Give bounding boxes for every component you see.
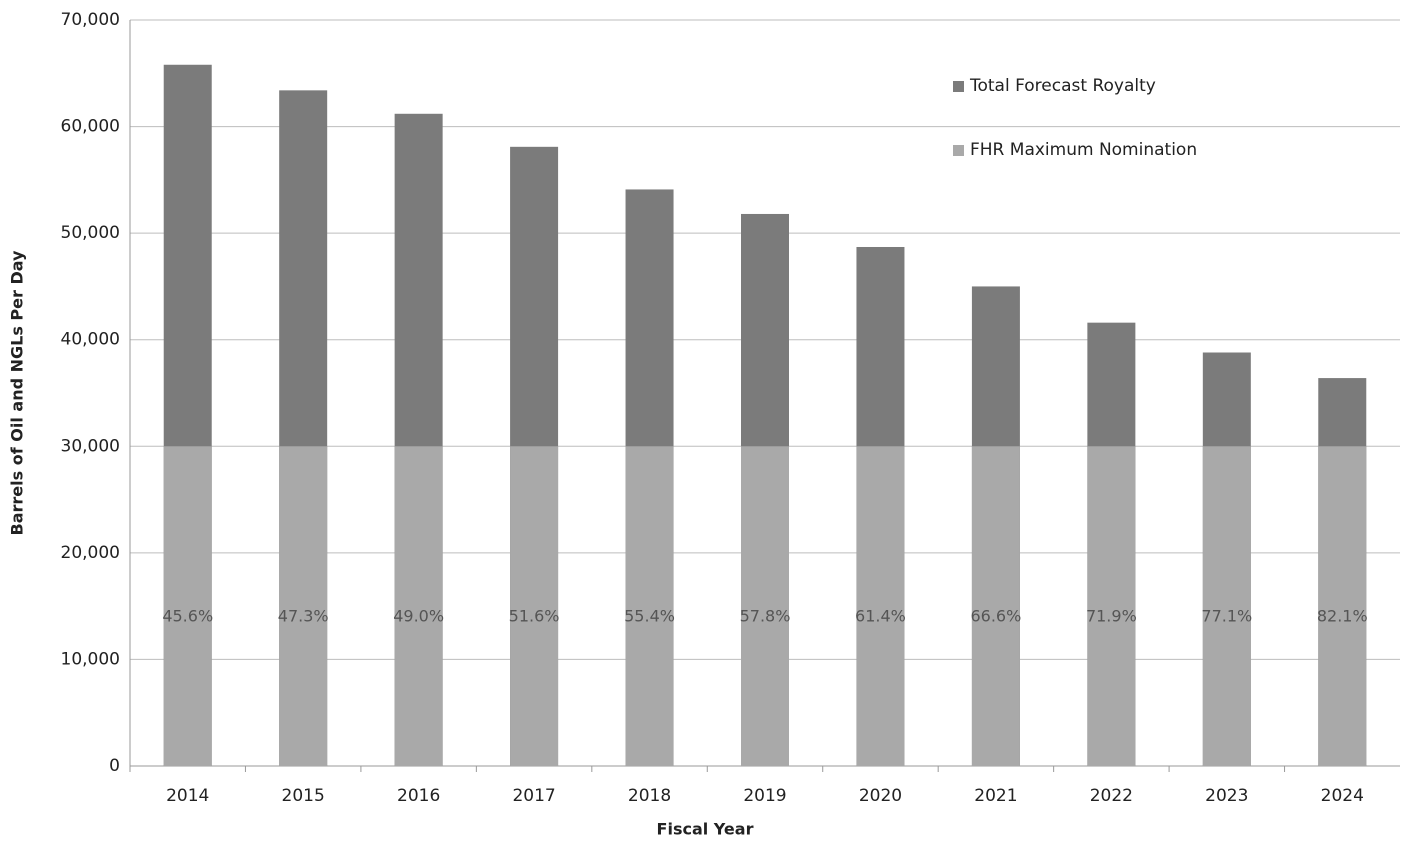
bar [279, 446, 328, 766]
bar [1202, 446, 1251, 766]
y-tick-label: 40,000 [61, 330, 120, 350]
data-label: 49.0% [393, 606, 444, 625]
x-tick-label: 2021 [974, 786, 1017, 806]
x-axis-title: Fiscal Year [657, 820, 754, 839]
x-tick-label: 2018 [628, 786, 671, 806]
y-axis-title: Barrels of Oil and NGLs Per Day [8, 250, 27, 536]
bar [971, 446, 1020, 766]
data-label: 55.4% [624, 606, 675, 625]
bar [163, 446, 212, 766]
x-tick-label: 2015 [282, 786, 325, 806]
y-tick-label: 30,000 [61, 436, 120, 456]
x-tick-label: 2016 [397, 786, 440, 806]
bar [1087, 446, 1136, 766]
bar [510, 446, 559, 766]
x-tick-label: 2024 [1321, 786, 1364, 806]
y-tick-label: 70,000 [61, 10, 120, 30]
x-tick-label: 2022 [1090, 786, 1133, 806]
data-label: 77.1% [1201, 606, 1252, 625]
x-tick-label: 2020 [859, 786, 902, 806]
x-tick-label: 2014 [166, 786, 209, 806]
y-tick-label: 20,000 [61, 543, 120, 563]
bar [1318, 446, 1367, 766]
y-tick-label: 60,000 [61, 117, 120, 137]
data-label: 45.6% [162, 606, 213, 625]
y-tick-label: 50,000 [61, 223, 120, 243]
bar [625, 446, 674, 766]
data-label: 66.6% [970, 606, 1021, 625]
data-label: 61.4% [855, 606, 906, 625]
x-tick-label: 2019 [743, 786, 786, 806]
data-label: 57.8% [740, 606, 791, 625]
legend-swatch [953, 145, 964, 156]
data-label: 51.6% [509, 606, 560, 625]
legend-label: Total Forecast Royalty [969, 76, 1156, 96]
x-tick-label: 2023 [1205, 786, 1248, 806]
data-label: 47.3% [278, 606, 329, 625]
bar [856, 446, 905, 766]
legend-swatch [953, 81, 964, 92]
data-label: 71.9% [1086, 606, 1137, 625]
bar [741, 446, 789, 766]
data-label: 82.1% [1317, 606, 1368, 625]
bar [394, 446, 443, 766]
x-tick-label: 2017 [512, 786, 555, 806]
legend-label: FHR Maximum Nomination [970, 140, 1197, 160]
y-tick-label: 10,000 [61, 649, 120, 669]
y-tick-label: 0 [109, 756, 120, 776]
